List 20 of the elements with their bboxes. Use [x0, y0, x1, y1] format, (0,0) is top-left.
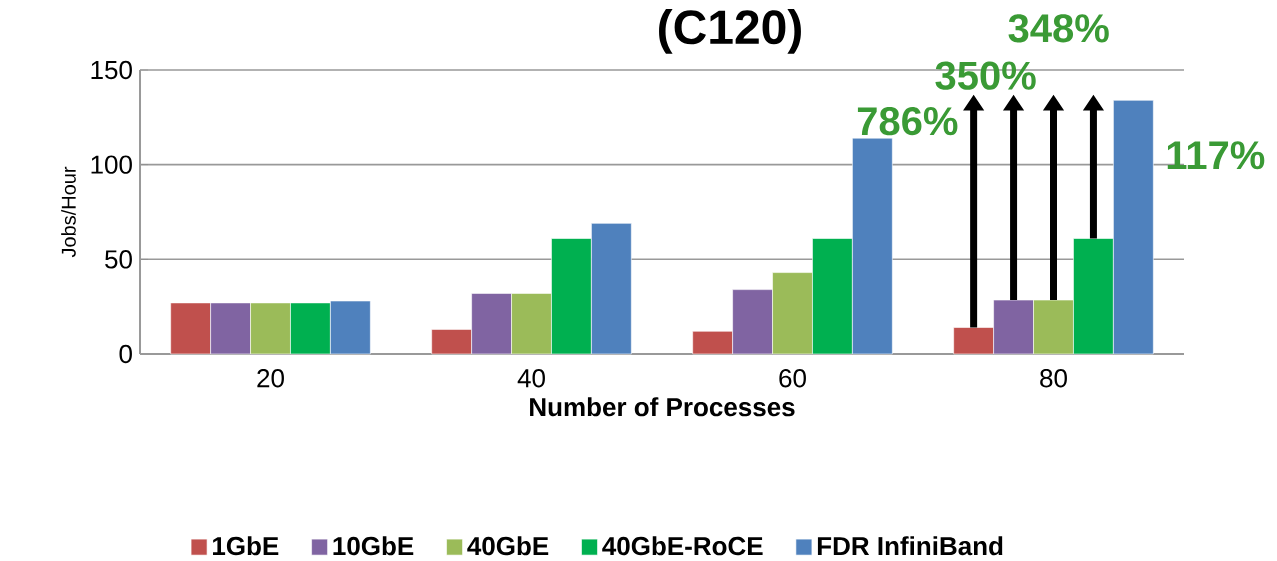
legend-label: FDR InfiniBand: [817, 536, 1003, 556]
legend-label: 40GbE: [467, 536, 549, 556]
x-tick-label: 40: [517, 369, 545, 388]
legend-label: 1GbE: [213, 536, 279, 556]
y-axis-title: Jobs/Hour: [61, 166, 76, 258]
y-tick-label: 150: [91, 60, 132, 80]
y-tick-label: 100: [91, 155, 132, 174]
annotation: 350%: [935, 61, 1036, 90]
x-tick-label: 60: [779, 369, 806, 388]
legend-label: 40GbE-RoCE: [602, 536, 763, 556]
annotation: 117%: [1167, 141, 1265, 170]
x-tick-label: 20: [257, 369, 284, 388]
annotation: 786%: [857, 106, 958, 136]
x-tick-label: 80: [1040, 369, 1067, 388]
legend-label: 10GbE: [333, 536, 414, 556]
chart-title: (C120): [659, 9, 801, 54]
y-tick-label: 50: [105, 250, 132, 269]
text: 348%: [1008, 14, 1109, 43]
x-axis-title: Number of Processes: [530, 397, 795, 417]
y-tick-label: 0: [119, 344, 132, 364]
